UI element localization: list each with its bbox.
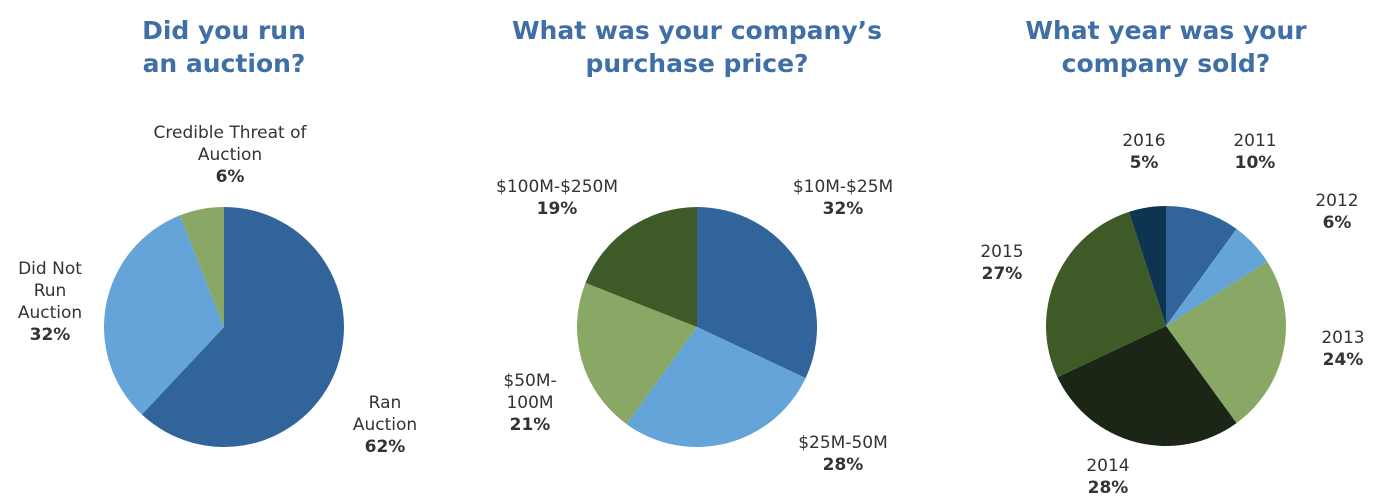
slice-label: $50M-100M 21% xyxy=(495,370,565,436)
pie-slice xyxy=(1166,206,1237,326)
category-label: 2011 xyxy=(1233,131,1277,151)
value-label: 32% xyxy=(29,325,71,345)
slice-label: Credible Threat of Auction 6% xyxy=(140,122,320,188)
pie-slice xyxy=(103,215,224,415)
slice-label: $10M-$25M 32% xyxy=(773,176,913,220)
value-label: 28% xyxy=(822,455,864,475)
category-label: $10M-$25M xyxy=(792,177,894,197)
pie-slice xyxy=(179,207,224,327)
value-label: 24% xyxy=(1322,350,1364,370)
pie-slice xyxy=(697,207,817,379)
chart-title: What was your company’s purchase price? xyxy=(511,16,883,78)
value-label: 19% xyxy=(536,199,578,219)
chart-title: What year was your company sold? xyxy=(1025,16,1307,78)
pie-slice xyxy=(577,282,697,425)
value-label: 21% xyxy=(509,415,551,435)
category-label: Ran Auction xyxy=(352,393,418,435)
value-label: 6% xyxy=(215,167,245,187)
category-label: 2012 xyxy=(1315,191,1359,211)
category-label: 2013 xyxy=(1321,328,1365,348)
slice-label: $25M-50M 28% xyxy=(773,432,913,476)
pie-slice xyxy=(585,207,697,327)
slice-label: $100M-$250M 19% xyxy=(482,176,632,220)
category-label: 2016 xyxy=(1122,131,1166,151)
category-label: $100M-$250M xyxy=(496,177,618,197)
value-label: 62% xyxy=(364,437,406,457)
slice-label: 2014 28% xyxy=(1078,455,1138,499)
value-label: 6% xyxy=(1322,213,1352,233)
pie-slice xyxy=(141,207,344,447)
slice-label: 2016 5% xyxy=(1114,130,1174,174)
pie-slice xyxy=(1166,261,1287,424)
value-label: 28% xyxy=(1087,478,1129,498)
category-label: 2014 xyxy=(1086,456,1130,476)
category-label: Did Not Run Auction xyxy=(17,259,83,323)
value-label: 5% xyxy=(1129,153,1159,173)
pie-slice xyxy=(1128,206,1166,326)
pie-slice xyxy=(1046,211,1166,378)
category-label: 2015 xyxy=(980,242,1024,262)
value-label: 27% xyxy=(981,264,1023,284)
slice-label: Did Not Run Auction 32% xyxy=(10,258,90,346)
slice-label: 2015 27% xyxy=(972,241,1032,285)
chart-title: Did you run an auction? xyxy=(142,16,306,78)
value-label: 10% xyxy=(1234,153,1276,173)
slice-label: 2012 6% xyxy=(1307,190,1367,234)
slice-label: Ran Auction 62% xyxy=(335,392,435,458)
category-label: $50M-100M xyxy=(503,371,557,413)
pie-slice xyxy=(1057,326,1237,446)
slice-label: 2013 24% xyxy=(1313,327,1373,371)
category-label: $25M-50M xyxy=(798,433,888,453)
value-label: 32% xyxy=(822,199,864,219)
pie-slice xyxy=(626,327,806,448)
slice-label: 2011 10% xyxy=(1225,130,1285,174)
pie-slice xyxy=(1166,228,1268,326)
category-label: Credible Threat of Auction xyxy=(153,123,307,165)
